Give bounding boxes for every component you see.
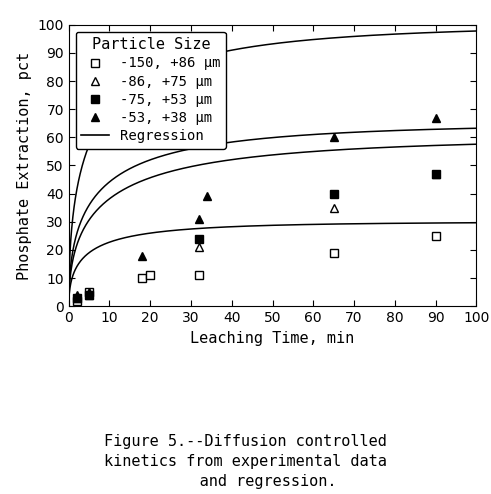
- X-axis label: Leaching Time, min: Leaching Time, min: [191, 330, 355, 346]
- Y-axis label: Phosphate Extraction, pct: Phosphate Extraction, pct: [17, 51, 32, 280]
- Text: Figure 5.--Diffusion controlled
kinetics from experimental data
     and regress: Figure 5.--Diffusion controlled kinetics…: [104, 434, 387, 489]
- Legend: -150, +86 μm, -86, +75 μm, -75, +53 μm, -53, +38 μm, Regression: -150, +86 μm, -86, +75 μm, -75, +53 μm, …: [76, 32, 226, 149]
